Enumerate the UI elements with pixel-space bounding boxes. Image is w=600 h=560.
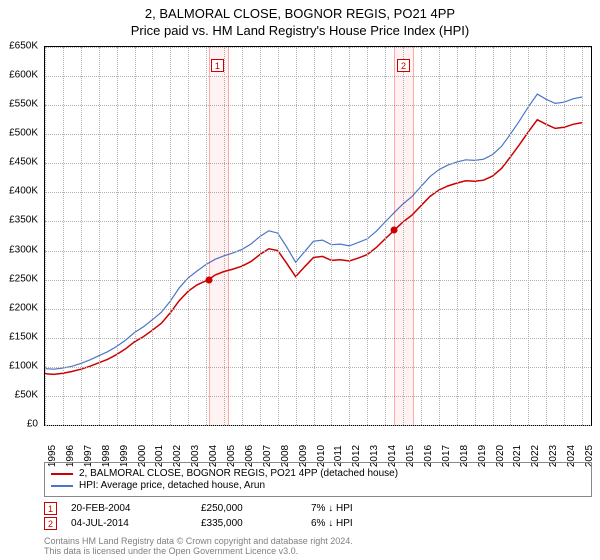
sale-diff: 7% ↓ HPI xyxy=(311,503,421,514)
marker-label-2: 2 xyxy=(397,59,410,72)
y-tick-label: £550K xyxy=(9,99,38,110)
gridline-v xyxy=(439,47,440,425)
gridline-h xyxy=(45,47,591,48)
sale-date: 04-JUL-2014 xyxy=(71,518,201,529)
gridline-v xyxy=(349,47,350,425)
gridline-v xyxy=(367,47,368,425)
sale-price: £250,000 xyxy=(201,503,311,514)
marker-label-1: 1 xyxy=(211,59,224,72)
gridline-h xyxy=(45,163,591,164)
gridline-v xyxy=(510,47,511,425)
gridline-v xyxy=(170,47,171,425)
legend-row: 2, BALMORAL CLOSE, BOGNOR REGIS, PO21 4P… xyxy=(51,468,585,479)
y-tick-label: £0 xyxy=(27,419,38,430)
gridline-h xyxy=(45,396,591,397)
gridline-v xyxy=(385,47,386,425)
legend: 2, BALMORAL CLOSE, BOGNOR REGIS, PO21 4P… xyxy=(44,462,592,497)
legend-swatch xyxy=(51,473,73,475)
y-tick-label: £350K xyxy=(9,215,38,226)
title-line1: 2, BALMORAL CLOSE, BOGNOR REGIS, PO21 4P… xyxy=(0,6,600,21)
gridline-v xyxy=(528,47,529,425)
y-tick-label: £600K xyxy=(9,70,38,81)
gridline-h xyxy=(45,105,591,106)
title-block: 2, BALMORAL CLOSE, BOGNOR REGIS, PO21 4P… xyxy=(0,0,600,38)
gridline-v xyxy=(99,47,100,425)
gridline-v xyxy=(314,47,315,425)
sale-row: 1 20-FEB-2004£250,0007% ↓ HPI xyxy=(44,502,592,515)
y-tick-label: £400K xyxy=(9,186,38,197)
chart-container: 2, BALMORAL CLOSE, BOGNOR REGIS, PO21 4P… xyxy=(0,0,600,560)
y-tick-label: £50K xyxy=(15,389,38,400)
sale-marker-icon: 2 xyxy=(44,517,57,530)
gridline-h xyxy=(45,280,591,281)
sale-price: £335,000 xyxy=(201,518,311,529)
y-tick-label: £250K xyxy=(9,273,38,284)
y-axis: £0£50K£100K£150K£200K£250K£300K£350K£400… xyxy=(0,46,42,426)
gridline-v xyxy=(421,47,422,425)
sale-point-1 xyxy=(205,276,212,283)
shaded-region xyxy=(209,47,229,425)
legend-label: 2, BALMORAL CLOSE, BOGNOR REGIS, PO21 4P… xyxy=(79,468,398,479)
gridline-v xyxy=(582,47,583,425)
y-tick-label: £300K xyxy=(9,244,38,255)
chart-svg xyxy=(45,47,591,425)
x-axis: 1995199619971998199920002001200220032004… xyxy=(44,428,592,462)
y-tick-label: £450K xyxy=(9,157,38,168)
gridline-v xyxy=(475,47,476,425)
gridline-v xyxy=(45,47,46,425)
y-tick-label: £150K xyxy=(9,331,38,342)
legend-swatch xyxy=(51,485,73,487)
gridline-v xyxy=(81,47,82,425)
legend-row: HPI: Average price, detached house, Arun xyxy=(51,480,585,491)
gridline-v xyxy=(152,47,153,425)
gridline-h xyxy=(45,134,591,135)
sales-table: 1 20-FEB-2004£250,0007% ↓ HPI 2 04-JUL-2014… xyxy=(44,500,592,532)
gridline-v xyxy=(278,47,279,425)
gridline-v xyxy=(206,47,207,425)
gridline-v xyxy=(188,47,189,425)
gridline-h xyxy=(45,251,591,252)
gridline-h xyxy=(45,76,591,77)
y-tick-label: £100K xyxy=(9,360,38,371)
gridline-h xyxy=(45,338,591,339)
gridline-v xyxy=(564,47,565,425)
gridline-v xyxy=(331,47,332,425)
gridline-h xyxy=(45,221,591,222)
gridline-v xyxy=(457,47,458,425)
footer: Contains HM Land Registry data © Crown c… xyxy=(44,536,353,557)
gridline-h xyxy=(45,192,591,193)
sale-marker-icon: 1 xyxy=(44,502,57,515)
gridline-h xyxy=(45,425,591,426)
plot-area: 12 xyxy=(44,46,592,426)
legend-label: HPI: Average price, detached house, Arun xyxy=(79,480,265,491)
sale-row: 2 04-JUL-2014£335,0006% ↓ HPI xyxy=(44,517,592,530)
gridline-h xyxy=(45,309,591,310)
gridline-v xyxy=(63,47,64,425)
y-tick-label: £200K xyxy=(9,302,38,313)
title-line2: Price paid vs. HM Land Registry's House … xyxy=(0,23,600,38)
gridline-v xyxy=(296,47,297,425)
gridline-h xyxy=(45,367,591,368)
sale-diff: 6% ↓ HPI xyxy=(311,518,421,529)
gridline-v xyxy=(260,47,261,425)
shaded-region xyxy=(394,47,414,425)
footer-line2: This data is licensed under the Open Gov… xyxy=(44,546,353,556)
gridline-v xyxy=(135,47,136,425)
sale-point-2 xyxy=(391,227,398,234)
gridline-v xyxy=(117,47,118,425)
y-tick-label: £650K xyxy=(9,41,38,52)
gridline-v xyxy=(546,47,547,425)
y-tick-label: £500K xyxy=(9,128,38,139)
gridline-v xyxy=(493,47,494,425)
gridline-v xyxy=(242,47,243,425)
sale-date: 20-FEB-2004 xyxy=(71,503,201,514)
footer-line1: Contains HM Land Registry data © Crown c… xyxy=(44,536,353,546)
